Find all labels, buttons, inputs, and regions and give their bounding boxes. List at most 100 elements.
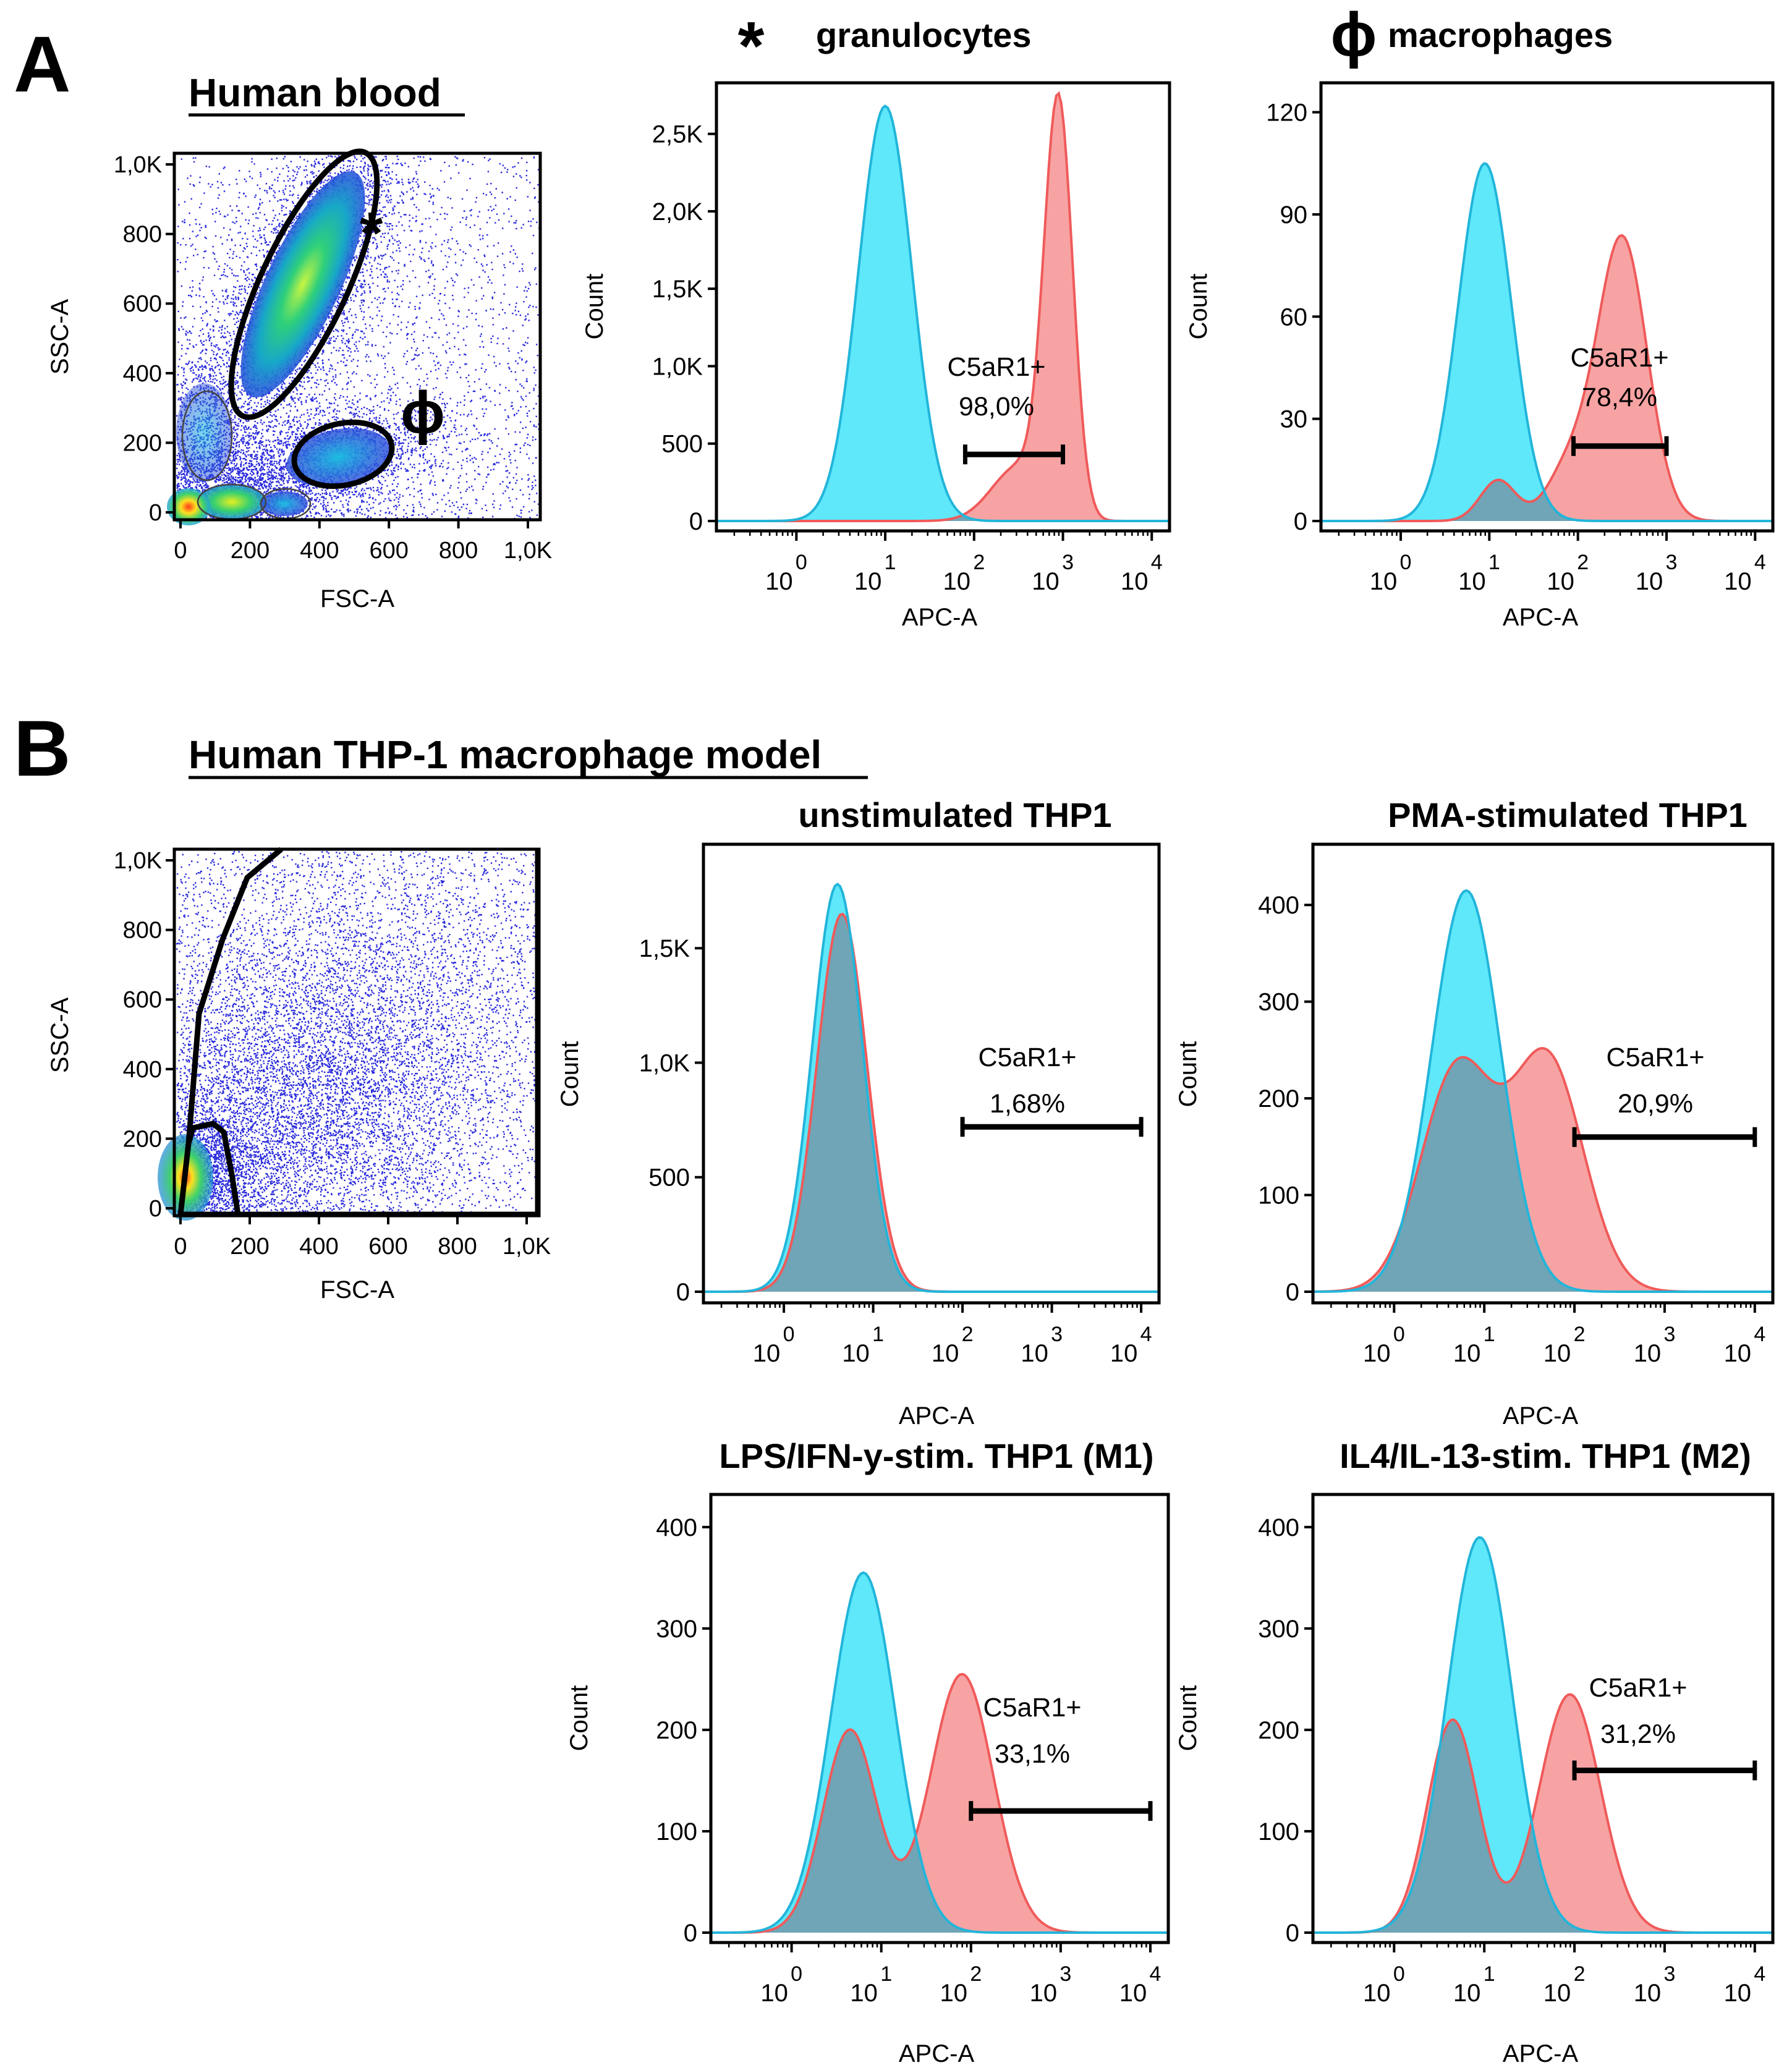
hist-lps-overlap-fill [711, 1729, 1168, 1933]
scatter-blood-density [167, 171, 390, 525]
hist-macrophages-area [1321, 162, 1773, 522]
low-fsc-density [176, 383, 232, 482]
hist-macrophages-xtick-base-3: 10 [1636, 568, 1663, 595]
hist-granulocytes-c5ar1-fill [716, 93, 1170, 521]
panel-letter-a: A [14, 20, 70, 109]
hist-pma-gate-percent: 20,9% [1618, 1089, 1693, 1119]
hist-pma-ylabel: Count [1174, 1041, 1202, 1108]
hist-granulocytes-frame [715, 81, 1171, 533]
hist-pma-ytick-label-0: 0 [1286, 1279, 1299, 1306]
hist-macrophages-xtick-exp-1: 1 [1488, 551, 1500, 574]
hist-pma-xlabel: APC-A [1503, 1402, 1579, 1430]
hist-pma-xtick-base-0: 10 [1363, 1340, 1391, 1367]
hist-pma-c5ar1-fill [1313, 1048, 1773, 1292]
axes-blood-xtick-label-3: 600 [369, 538, 408, 564]
hist-macrophages-ytick-label-2: 60 [1280, 303, 1308, 331]
axes-blood-ytick-label-5: 1,0K [114, 152, 162, 178]
hist-il4: IL4/IL-13-stim. THP1 (M2) 01002003004001… [1174, 1436, 1775, 2067]
hist-lps-xtick-exp-4: 4 [1150, 1962, 1161, 1986]
hist-macrophages-control-fill [1321, 163, 1773, 521]
hist-granulocytes-gate-label: C5aR1+ [948, 352, 1046, 382]
axes-thp1-ytick-label-0: 0 [149, 1196, 162, 1222]
hist-pma-xtick-base-3: 10 [1634, 1340, 1662, 1367]
hist-lps-xlabel: APC-A [899, 2040, 975, 2067]
hist-unstim-title: unstimulated THP1 [798, 795, 1111, 834]
scatter-thp1-xlabel: FSC-A [320, 1276, 394, 1303]
hist-granulocytes-title: granulocytes [816, 15, 1032, 54]
hist-macrophages-frame [1319, 81, 1775, 533]
hist-pma-ytick-label-3: 300 [1258, 989, 1299, 1016]
hist-lps-xtick-exp-2: 2 [970, 1962, 982, 1986]
scatter-blood-xlabel: FSC-A [320, 585, 394, 612]
hist-granulocytes-ylabel: Count [581, 274, 608, 340]
hist-lps-ylabel: Count [566, 1685, 593, 1752]
hist-pma-xtick-exp-3: 3 [1663, 1323, 1675, 1346]
hist-granulocytes-gate [962, 444, 1066, 465]
hist-unstim-xtick-base-1: 10 [842, 1340, 870, 1367]
hist-macrophages-xtick-exp-3: 3 [1666, 551, 1678, 574]
hist-granulocytes-c5ar1-line [716, 91, 1170, 522]
axes-thp1-xtick-label-2: 400 [299, 1234, 338, 1260]
hist-macrophages-xtick-base-2: 10 [1547, 568, 1574, 595]
hist-il4-xlabel: APC-A [1503, 2040, 1579, 2067]
hist-lps-gate-label: C5aR1+ [983, 1693, 1082, 1723]
hist-unstim-c5ar1-line [703, 912, 1159, 1293]
hist-il4-xtick-exp-1: 1 [1484, 1962, 1495, 1986]
hist-granulocytes-area [716, 91, 1170, 522]
axes-thp1-ytick-label-1: 200 [123, 1126, 162, 1152]
hist-macrophages-ytick-label-1: 30 [1280, 406, 1308, 433]
hist-granulocytes-ytick-label-4: 2,0K [652, 198, 703, 226]
hist-macrophages-xtick-base-1: 10 [1458, 568, 1486, 595]
hist-granulocytes-title-symbol: * [738, 8, 765, 84]
granulocyte-density [240, 171, 365, 398]
hist-granulocytes-control-fill [716, 106, 1170, 521]
hist-il4-xtick-base-0: 10 [1363, 1980, 1391, 2007]
hist-il4-control-line [1313, 1536, 1773, 1934]
hist-macrophages-ytick-label-0: 0 [1294, 508, 1307, 535]
hist-pma-control-line [1313, 889, 1773, 1293]
hist-unstim-gate-percent: 1,68% [990, 1089, 1065, 1119]
hist-macrophages-xtick-exp-2: 2 [1577, 551, 1589, 574]
hist-il4-xtick-exp-2: 2 [1574, 1962, 1586, 1986]
scatter-thp1-ylabel: SSC-A [46, 998, 74, 1074]
axes-thp1-ytick-label-3: 600 [123, 987, 162, 1013]
hist-il4-frame [1311, 1493, 1775, 1944]
axes-blood-ytick-label-1: 200 [123, 430, 162, 456]
hist-lps-title: LPS/IFN-y-stim. THP1 (M1) [719, 1436, 1153, 1475]
hist-lps-xtick-base-3: 10 [1030, 1980, 1058, 2007]
hist-macrophages-title-symbol: ϕ [1331, 0, 1377, 69]
hist-unstim-area [703, 882, 1159, 1293]
hist-granulocytes-xtick-base-3: 10 [1032, 568, 1059, 595]
scatter-blood-frame [172, 151, 542, 522]
hist-pma-area [1312, 889, 1773, 1293]
hist-pma-xtick-exp-2: 2 [1574, 1323, 1586, 1346]
hist-granulocytes-xtick-base-0: 10 [765, 568, 793, 595]
hist-unstim-xtick-exp-4: 4 [1140, 1323, 1152, 1346]
hist-granulocytes-xtick-exp-3: 3 [1062, 551, 1074, 574]
hist-unstim-frame [702, 842, 1161, 1305]
hist-macrophages-gate-label: C5aR1+ [1571, 343, 1669, 373]
hist-unstim-overlap-fill [703, 913, 1159, 1292]
axes-blood-xtick-label-4: 800 [439, 538, 478, 564]
hist-granulocytes-xtick-exp-4: 4 [1151, 551, 1163, 574]
hist-unstim-xlabel: APC-A [899, 1402, 975, 1430]
hist-macrophages-c5ar1-line [1321, 234, 1773, 522]
hist-lps-xtick-exp-0: 0 [791, 1962, 802, 1986]
hist-il4-xtick-exp-3: 3 [1663, 1962, 1675, 1986]
scatter-thp1-frame [172, 847, 541, 1218]
panel-letter-b: B [14, 705, 70, 793]
hist-lps-frame [709, 1493, 1170, 1944]
hist-pma-ytick-label-2: 200 [1258, 1085, 1299, 1112]
axes-blood-xtick-label-1: 200 [231, 538, 270, 564]
hist-unstim-xtick-exp-1: 1 [872, 1323, 884, 1346]
panel-b-title: Human THP-1 macrophage model [189, 732, 822, 777]
axes-thp1-xtick-label-0: 0 [174, 1234, 187, 1260]
hist-pma-gate [1572, 1127, 1757, 1147]
hist-lps-area [711, 1571, 1168, 1934]
scatter-blood-axes: 0 200 400 600 800 1,0K 0 200 400 600 800 1,0K [114, 152, 552, 564]
axes-thp1-xtick-label-1: 200 [230, 1234, 269, 1260]
